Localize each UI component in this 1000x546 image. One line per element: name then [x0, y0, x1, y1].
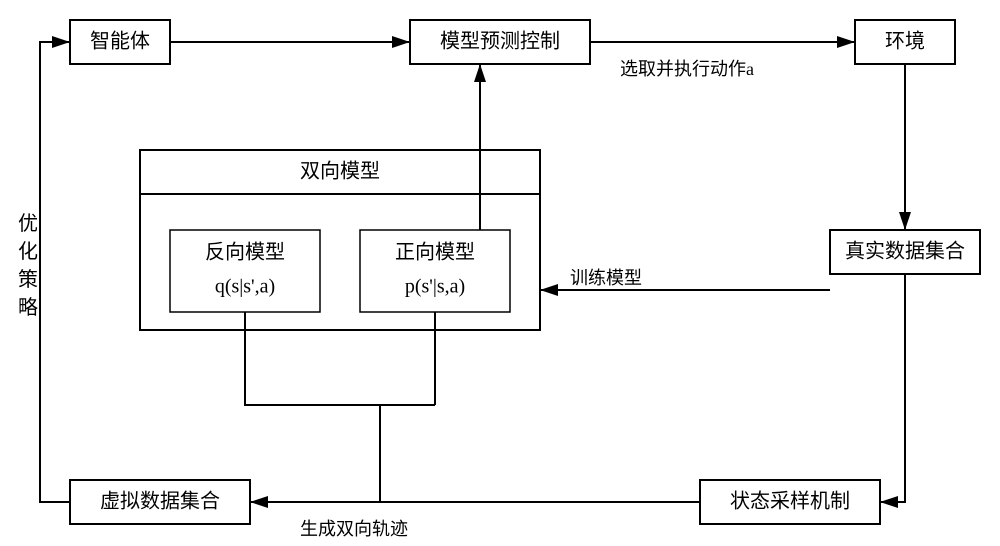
backward-line2: q(s|s',a) — [215, 276, 275, 298]
forward-line1: 正向模型 — [395, 241, 475, 264]
edge-realdata-bimodel-label: 训练模型 — [570, 268, 642, 288]
node-sampler: 状态采样机制 — [700, 480, 880, 524]
virtual-data-label: 虚拟数据集合 — [100, 490, 220, 513]
node-backward-model: 反向模型 q(s|s',a) — [170, 230, 320, 312]
bimodel-title: 双向模型 — [300, 160, 380, 183]
node-agent: 智能体 — [70, 20, 170, 64]
node-real-data: 真实数据集合 — [830, 230, 980, 274]
backward-line1: 反向模型 — [205, 241, 285, 264]
real-data-label: 真实数据集合 — [845, 240, 965, 263]
node-forward-model: 正向模型 p(s'|s,a) — [360, 230, 510, 312]
node-virtual-data: 虚拟数据集合 — [70, 480, 250, 524]
edge-virtual-agent-label-4: 略 — [18, 296, 38, 319]
edge-virtual-agent-label-3: 策 — [18, 268, 38, 291]
edge-mpc-env-label: 选取并执行动作a — [620, 59, 754, 79]
edge-virtual-agent — [40, 42, 70, 502]
edge-virtual-agent-label-2: 化 — [18, 240, 38, 263]
node-mpc: 模型预测控制 — [410, 20, 590, 64]
sampler-label: 状态采样机制 — [730, 490, 850, 513]
node-env: 环境 — [855, 20, 955, 64]
edge-realdata-sampler — [880, 274, 905, 502]
forward-line2: p(s'|s,a) — [405, 276, 465, 298]
edge-sampler-virtual-label: 生成双向轨迹 — [300, 519, 408, 539]
edge-virtual-agent-label-1: 优 — [18, 212, 38, 235]
mpc-label: 模型预测控制 — [440, 30, 560, 53]
agent-label: 智能体 — [90, 30, 150, 53]
flowchart-canvas: 智能体 模型预测控制 环境 真实数据集合 状态采样机制 虚拟数据集合 双向模型 … — [0, 0, 1000, 546]
env-label: 环境 — [885, 30, 925, 53]
